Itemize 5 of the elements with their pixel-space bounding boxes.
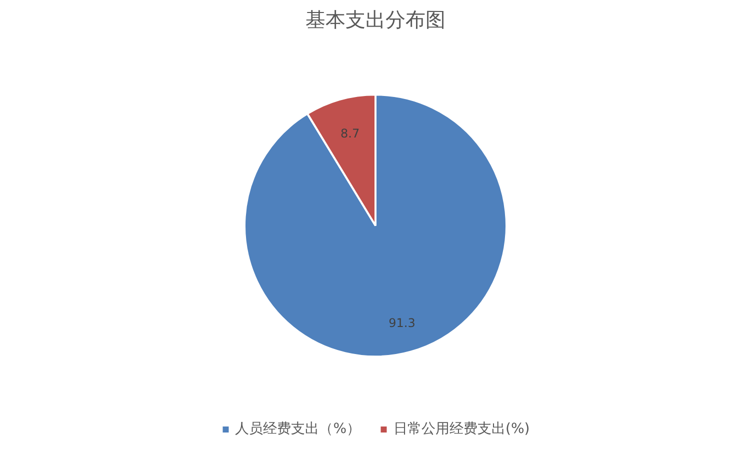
legend-label: 人员经费支出（%）: [235, 420, 361, 438]
legend-label: 日常公用经费支出(%): [394, 420, 530, 438]
data-label: 8.7: [340, 126, 360, 140]
chart-title: 基本支出分布图: [306, 8, 446, 32]
data-label: 91.3: [388, 316, 416, 330]
